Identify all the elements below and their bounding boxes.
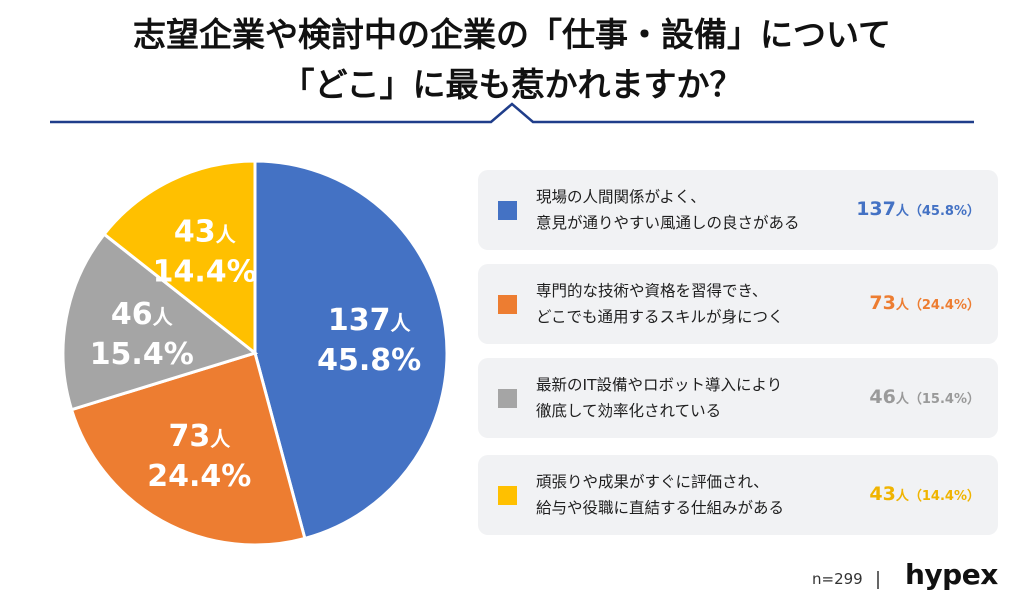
legend-item: 専門的な技術や資格を習得でき、 どこでも通用するスキルが身につく 73人（24.… xyxy=(478,264,998,344)
pie-chart-svg: 137人 45.8% 73人 24.4% 46人 15.4% 43人 14.4% xyxy=(61,159,449,547)
legend-unit: 人 xyxy=(895,392,909,407)
legend-item: 頑張りや成果がすぐに評価され、 給与や役職に直結する仕組みがある 43人（14.… xyxy=(478,455,998,535)
legend-label-line-2: どこでも通用するスキルが身につく xyxy=(536,308,784,326)
pie-percent-label: 15.4% xyxy=(90,337,194,372)
legend-count: 43 xyxy=(869,483,896,505)
legend-label: 頑張りや成果がすぐに評価され、 給与や役職に直結する仕組みがある xyxy=(536,469,836,521)
pie-count-label: 46人 xyxy=(111,297,174,332)
legend-label: 専門的な技術や資格を習得でき、 どこでも通用するスキルが身につく xyxy=(536,278,836,330)
legend-swatch xyxy=(498,295,517,314)
legend-percent: （45.8%） xyxy=(908,204,980,219)
legend-value: 137人（45.8%） xyxy=(856,198,980,220)
pie-slice xyxy=(69,351,307,547)
legend-label-line-1: 専門的な技術や資格を習得でき、 xyxy=(536,282,768,300)
footer-separator xyxy=(877,571,879,589)
legend-item: 現場の人間関係がよく、 意見が通りやすい風通しの良さがある 137人（45.8%… xyxy=(478,170,998,250)
legend-swatch xyxy=(498,389,517,408)
legend-label-line-1: 最新のIT設備やロボット導入により xyxy=(536,376,783,394)
legend-label-line-2: 意見が通りやすい風通しの良さがある xyxy=(536,214,800,232)
legend-item: 最新のIT設備やロボット導入により 徹底して効率化されている 46人（15.4%… xyxy=(478,358,998,438)
legend-swatch xyxy=(498,201,517,220)
pie-chart: 137人 45.8% 73人 24.4% 46人 15.4% 43人 14.4% xyxy=(55,148,455,558)
legend-percent: （14.4%） xyxy=(908,489,980,504)
pie-count-label: 43人 xyxy=(174,214,237,249)
legend-unit: 人 xyxy=(895,489,909,504)
title-line-2: 「どこ」に最も惹かれますか？ xyxy=(281,65,743,104)
legend-label-line-1: 頑張りや成果がすぐに評価され、 xyxy=(536,473,769,491)
legend-unit: 人 xyxy=(895,298,909,313)
pie-percent-label: 14.4% xyxy=(153,254,257,289)
legend-swatch xyxy=(498,486,517,505)
legend-value: 73人（24.4%） xyxy=(869,292,980,314)
pie-slice xyxy=(61,232,259,412)
legend-count: 73 xyxy=(869,292,896,314)
pie-count-label: 137人 xyxy=(328,303,412,338)
legend-label-line-2: 給与や役職に直結する仕組みがある xyxy=(536,499,785,517)
pie-percent-label: 24.4% xyxy=(147,459,251,494)
legend-label: 現場の人間関係がよく、 意見が通りやすい風通しの良さがある xyxy=(536,184,836,236)
pie-percent-label: 45.8% xyxy=(317,343,421,378)
legend-value: 43人（14.4%） xyxy=(869,483,980,505)
sample-size: n=299 xyxy=(812,570,863,588)
title-divider-line xyxy=(50,102,974,124)
legend-value: 46人（15.4%） xyxy=(869,386,980,408)
pie-slice xyxy=(253,159,449,541)
legend-percent: （15.4%） xyxy=(908,392,980,407)
pie-slice xyxy=(102,159,257,357)
pie-count-label: 73人 xyxy=(168,419,231,454)
hypex-logo: hypex xyxy=(905,558,998,591)
legend-label-line-2: 徹底して効率化されている xyxy=(536,402,722,420)
legend-percent: （24.4%） xyxy=(908,298,980,313)
legend-label: 最新のIT設備やロボット導入により 徹底して効率化されている xyxy=(536,372,836,424)
legend-label-line-1: 現場の人間関係がよく、 xyxy=(536,188,706,206)
chart-title: 志望企業や検討中の企業の「仕事・設備」について 「どこ」に最も惹かれますか？ xyxy=(0,10,1024,110)
legend-count: 46 xyxy=(869,386,896,408)
legend-count: 137 xyxy=(856,198,896,220)
title-line-1: 志望企業や検討中の企業の「仕事・設備」について xyxy=(132,15,891,54)
legend-unit: 人 xyxy=(895,204,909,219)
